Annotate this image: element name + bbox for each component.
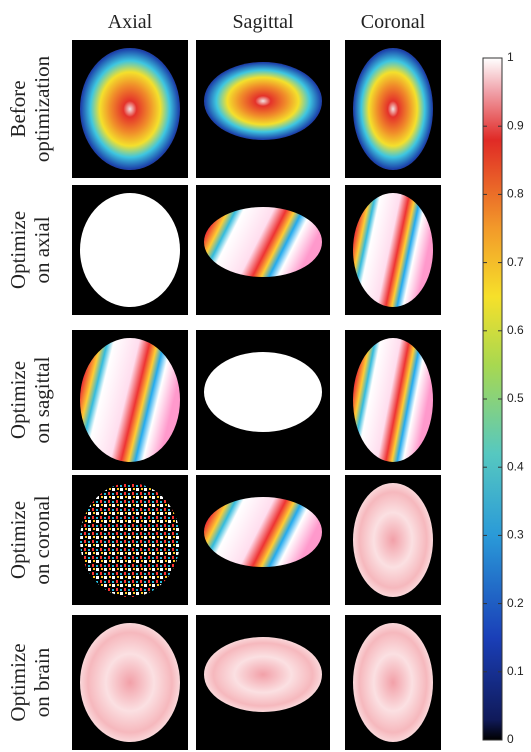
colorbar-tick-label: 0.8: [507, 187, 524, 201]
brain-slice: [80, 483, 180, 597]
colorbar-tick-label: 0: [507, 732, 514, 746]
brain-slice: [353, 338, 433, 462]
brain-slice: [80, 623, 180, 742]
colorbar-tick-label: 1: [507, 50, 514, 64]
brain-slice: [353, 623, 433, 742]
row-label: on brain: [30, 647, 54, 717]
colorbar-tick-label: 0.3: [507, 528, 524, 542]
colorbar-tick-label: 0.6: [507, 323, 524, 337]
brain-slice: [80, 48, 180, 170]
row-label: on axial: [30, 216, 54, 283]
row-label: Optimize: [6, 211, 30, 289]
figure: Axial Sagittal Coronal Beforeoptimization Op…: [0, 0, 531, 752]
brain-slice: [204, 352, 322, 432]
colorbar-tick-label: 0.5: [507, 391, 524, 405]
brain-slice: [80, 193, 180, 307]
row-label: Optimize: [6, 361, 30, 439]
row-label: on coronal: [30, 495, 54, 584]
colorbar-tick-label: 0.9: [507, 118, 524, 132]
brain-slice: [353, 48, 433, 170]
colorbar-tick-label: 0.1: [507, 664, 524, 678]
column-header: Sagittal: [232, 11, 294, 33]
brain-slice: [80, 338, 180, 462]
brain-slice: [204, 62, 322, 140]
brain-slice: [204, 497, 322, 567]
column-header: Coronal: [361, 11, 426, 33]
column-header: Axial: [108, 11, 153, 33]
row-label: optimization: [30, 55, 54, 162]
brain-slice: [204, 207, 322, 277]
brain-slice: [353, 483, 433, 597]
colorbar-tick-label: 0.4: [507, 459, 524, 473]
colorbar-tick-label: 0.2: [507, 596, 524, 610]
row-label: Optimize: [6, 643, 30, 721]
brain-slice: [204, 637, 322, 712]
row-label: Optimize: [6, 501, 30, 579]
row-label: Before: [6, 80, 30, 137]
colorbar-tick-label: 0.7: [507, 255, 524, 269]
row-label: on sagittal: [30, 356, 54, 443]
brain-slice: [353, 193, 433, 307]
